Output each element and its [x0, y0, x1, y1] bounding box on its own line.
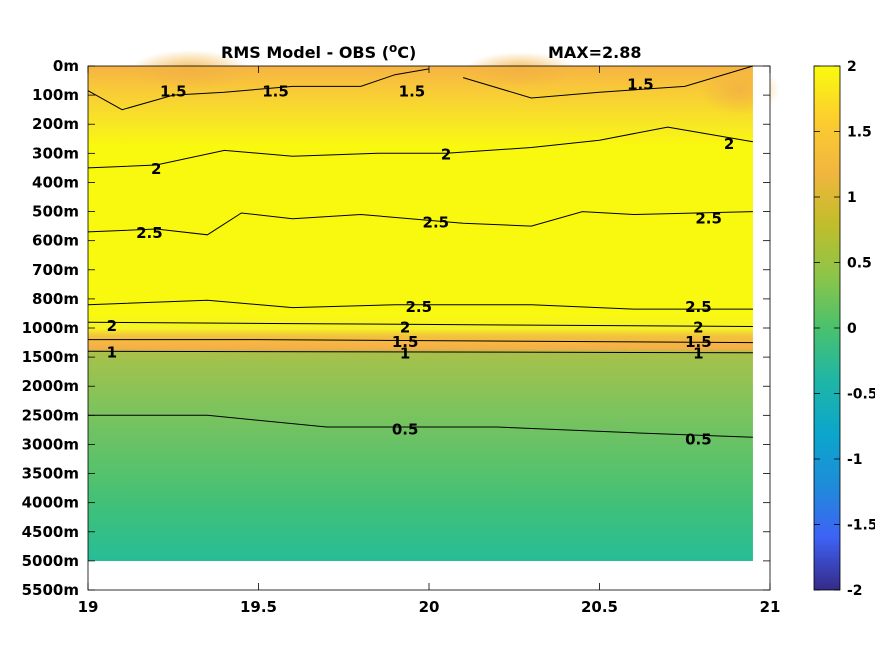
- colorbar-tick-label: 2: [847, 59, 857, 75]
- contour-label: 1.5: [262, 83, 289, 101]
- contour-label: 1: [107, 343, 117, 361]
- colorbar-tick-label: -0.5: [847, 387, 875, 403]
- contour-label: 1.5: [627, 75, 654, 93]
- colorbar-tick-label: 0.5: [847, 256, 872, 272]
- colorbar-tick-label: -2: [847, 583, 863, 599]
- contour-label: 2: [441, 145, 451, 163]
- x-tick-label: 20: [419, 598, 440, 616]
- contour-label: 2: [151, 160, 161, 178]
- contour-line: [87, 350, 753, 354]
- y-tick-label: 3000m: [22, 435, 79, 453]
- max-annotation: MAX=2.88: [548, 43, 642, 62]
- contour-label: 1.5: [685, 333, 712, 351]
- colorbar-tick-label: 0: [847, 321, 857, 337]
- y-tick-label: 700m: [32, 261, 79, 279]
- plot-area: [88, 50, 780, 590]
- contour-label: 0.5: [685, 431, 712, 449]
- contour-line: [87, 299, 753, 310]
- contour-line: [87, 211, 753, 236]
- contour-label: 2: [724, 135, 734, 153]
- title-main: RMS Model - OBS (: [221, 43, 389, 62]
- x-tick-label: 21: [760, 598, 781, 616]
- y-tick-label: 5000m: [22, 552, 79, 570]
- colorbar-tick-label: -1: [847, 452, 863, 468]
- y-tick-label: 5500m: [22, 581, 79, 599]
- contour-label: 2.5: [695, 209, 722, 227]
- colorbar-tick-label: 1: [847, 190, 857, 206]
- contour-label: 2.5: [136, 224, 163, 242]
- y-tick-label: 600m: [32, 232, 79, 250]
- contour-label: 1.5: [160, 83, 187, 101]
- x-tick-label: 20.5: [581, 598, 618, 616]
- contour-line: [88, 339, 753, 344]
- x-tick-label: 19: [78, 598, 99, 616]
- contour-line: [87, 321, 753, 327]
- y-tick-label: 3500m: [22, 465, 79, 483]
- contour-label: 1.5: [399, 83, 426, 101]
- contour-label: 2: [107, 317, 117, 335]
- title-superscript: o: [389, 41, 397, 55]
- colorbar-tick-label: 1.5: [847, 125, 872, 141]
- y-tick-label: 200m: [32, 115, 79, 133]
- y-tick-label: 500m: [32, 203, 79, 221]
- no-data-region: [752, 66, 770, 590]
- contour-label: 2.5: [423, 214, 450, 232]
- y-tick-label: 4500m: [22, 523, 79, 541]
- contour-label: 1.5: [392, 333, 419, 351]
- contour-lines: [87, 65, 754, 438]
- y-tick-label: 1500m: [22, 348, 79, 366]
- y-axis: 0m 100m 200m 300m 400m 500m 600m 700m 800m 1000m 1…: [22, 57, 770, 599]
- contour-label: 1: [693, 345, 703, 363]
- y-tick-label: 1000m: [22, 319, 79, 337]
- contour-label: 2: [400, 319, 410, 337]
- surface-hotspot: [465, 52, 575, 88]
- contour-line: [88, 414, 753, 438]
- contour-label: 2.5: [405, 298, 432, 316]
- contour-label: 0.5: [392, 420, 419, 438]
- contour-line: [462, 65, 754, 99]
- y-tick-label: 300m: [32, 144, 79, 162]
- y-tick-label: 400m: [32, 173, 79, 191]
- y-tick-label: 800m: [32, 290, 79, 308]
- contour-line: [87, 68, 430, 111]
- y-tick-label: 2000m: [22, 377, 79, 395]
- colorbar: 2 1.5 1 0.5 0 -0.5 -1 -1.5 -2: [813, 59, 875, 599]
- y-tick-label: 0m: [53, 57, 79, 75]
- value-field: [88, 66, 770, 561]
- x-axis: 19 19.5 20 20.5 21: [78, 66, 781, 616]
- y-tick-label: 100m: [32, 86, 79, 104]
- colorbar-tick-label: -1.5: [847, 518, 875, 534]
- contour-label: 2: [693, 319, 703, 337]
- y-tick-label: 2500m: [22, 406, 79, 424]
- chart-title: RMS Model - OBS (oC): [221, 41, 416, 62]
- surface-hotspot: [130, 50, 250, 90]
- y-tick-label: 4000m: [22, 494, 79, 512]
- title-unit: C): [397, 43, 416, 62]
- contour-label: 1: [400, 345, 410, 363]
- contour-line: [87, 126, 753, 169]
- contour-label: 2.5: [685, 298, 712, 316]
- x-tick-label: 19.5: [240, 598, 277, 616]
